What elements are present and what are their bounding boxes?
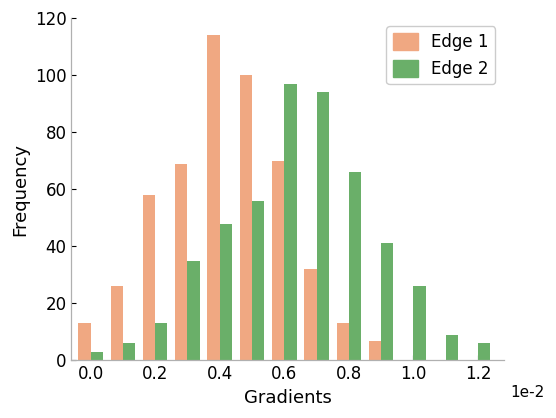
Bar	[240, 75, 252, 360]
Bar	[175, 163, 187, 360]
Bar	[207, 35, 220, 360]
Bar	[445, 335, 458, 360]
Bar	[187, 260, 200, 360]
Bar	[220, 224, 232, 360]
Y-axis label: Frequency: Frequency	[11, 143, 29, 236]
Bar	[252, 201, 264, 360]
Bar	[349, 172, 361, 360]
Bar	[91, 352, 103, 360]
Bar	[111, 286, 123, 360]
Bar	[381, 244, 393, 360]
Bar	[369, 341, 381, 360]
Bar	[143, 195, 155, 360]
Bar	[272, 161, 284, 360]
Legend: Edge 1, Edge 2: Edge 1, Edge 2	[386, 26, 495, 84]
Bar	[304, 269, 316, 360]
Bar	[413, 286, 425, 360]
Text: 1e-2: 1e-2	[510, 385, 545, 400]
Bar	[123, 343, 135, 360]
Bar	[478, 343, 490, 360]
Bar	[316, 92, 329, 360]
Bar	[78, 324, 91, 360]
Bar	[284, 84, 296, 360]
X-axis label: Gradients: Gradients	[244, 389, 331, 407]
Bar	[155, 324, 167, 360]
Bar	[336, 324, 349, 360]
